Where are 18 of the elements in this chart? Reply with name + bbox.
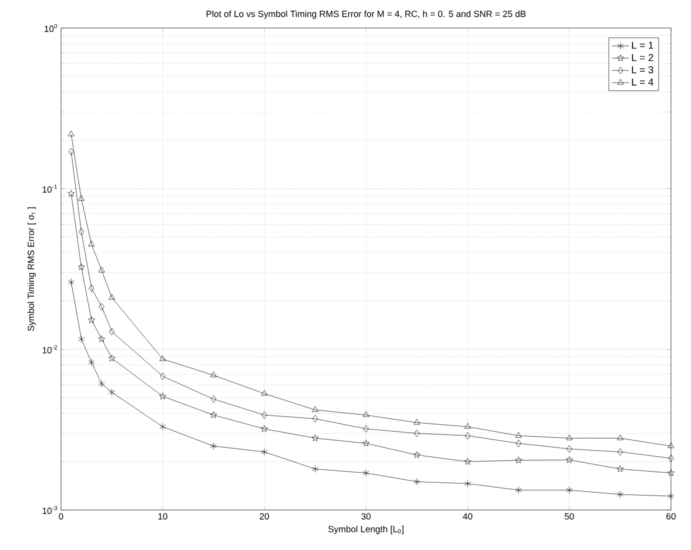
x-axis-title: Symbol Length [L$_{0}$]	[328, 526, 404, 534]
chart-title: Plot of Lo vs Symbol Timing RMS Error for M = 4, RC, h = 0. 5 and SNR = 25 dB	[206, 10, 526, 19]
y-tick-label: 10$^{-2}$	[42, 345, 58, 354]
x-tick-label: 30	[361, 513, 371, 520]
x-tick-label: 20	[260, 513, 269, 520]
y-axis-title: Symbol Timing RMS Error [ σ$_{τ}$ ]	[27, 207, 36, 331]
y-tick-label: 10$^{-1}$	[42, 184, 58, 193]
x-tick-label: 10	[158, 513, 168, 520]
legend-label: L = 4	[632, 78, 654, 86]
legend-label: L = 2	[632, 54, 654, 61]
x-tick-label: 0	[58, 513, 64, 520]
legend-label: L = 1	[632, 42, 654, 49]
x-tick-label: 50	[564, 513, 574, 520]
legend-label: L = 3	[632, 66, 654, 74]
y-tick-label: 10$^{-3}$	[42, 506, 58, 514]
x-tick-label: 40	[462, 513, 472, 520]
y-tick-label: 10$^{0}$	[44, 24, 58, 32]
x-tick-label: 60	[666, 513, 676, 520]
